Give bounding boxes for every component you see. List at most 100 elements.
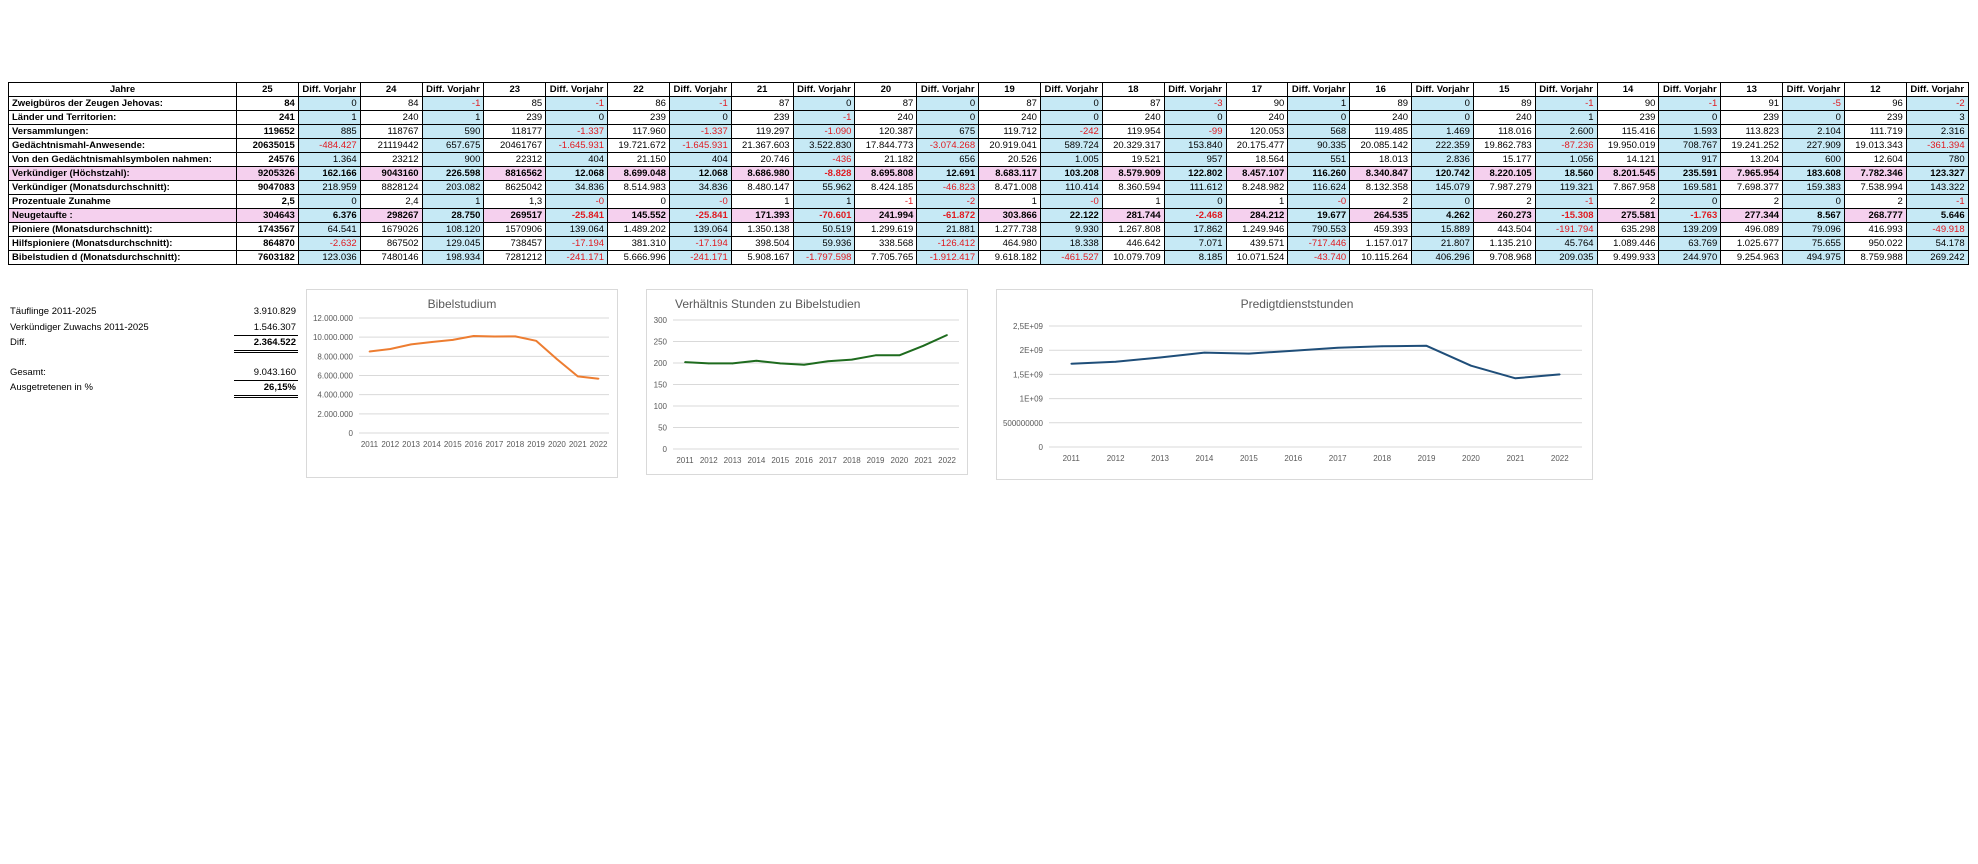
column-header[interactable]: 24 <box>359 82 423 97</box>
value-cell[interactable]: 8.480.147 <box>730 180 794 195</box>
diff-cell[interactable]: 227.909 <box>1782 138 1845 153</box>
diff-cell[interactable]: 34.836 <box>668 180 732 195</box>
value-cell[interactable]: 18.013 <box>1349 152 1413 167</box>
value-cell[interactable]: 23212 <box>359 152 423 167</box>
diff-cell[interactable]: 123.327 <box>1905 166 1969 181</box>
value-cell[interactable]: 240 <box>978 110 1041 125</box>
value-cell[interactable]: 5.666.996 <box>607 250 670 265</box>
diff-cell[interactable]: 406.296 <box>1411 250 1474 265</box>
summary-value[interactable]: 2.364.522 <box>234 336 298 353</box>
diff-cell[interactable]: 675 <box>916 124 980 139</box>
diff-cell[interactable]: -2.632 <box>297 236 361 251</box>
value-cell[interactable]: 8.248.982 <box>1225 180 1289 195</box>
diff-cell[interactable]: -1 <box>1534 96 1598 111</box>
diff-cell[interactable]: 790.553 <box>1287 222 1351 237</box>
diff-cell[interactable]: 222.359 <box>1411 138 1474 153</box>
diff-cell[interactable]: 551 <box>1287 152 1351 167</box>
diff-cell[interactable]: 1.469 <box>1411 124 1474 139</box>
summary-label[interactable]: Täuflinge 2011-2025 <box>10 306 97 317</box>
diff-cell[interactable]: 103.208 <box>1039 166 1103 181</box>
value-cell[interactable]: 21.150 <box>607 152 670 167</box>
value-cell[interactable]: 2 <box>1596 194 1660 209</box>
value-cell[interactable]: 119.485 <box>1349 124 1413 139</box>
value-cell[interactable]: 8816562 <box>483 166 547 181</box>
column-header[interactable]: 17 <box>1225 82 1289 97</box>
column-header[interactable]: 22 <box>607 82 670 97</box>
diff-cell[interactable]: 0 <box>1411 194 1474 209</box>
diff-cell[interactable]: -242 <box>1039 124 1103 139</box>
diff-cell[interactable]: 218.959 <box>297 180 361 195</box>
value-cell[interactable]: 9205326 <box>236 166 299 181</box>
diff-cell[interactable]: 139.209 <box>1658 222 1722 237</box>
value-cell[interactable]: 1 <box>1225 194 1289 209</box>
row-label[interactable]: Länder und Territorien: <box>8 110 237 125</box>
value-cell[interactable]: 459.393 <box>1349 222 1413 237</box>
value-cell[interactable]: 7.705.765 <box>854 250 918 265</box>
value-cell[interactable]: 240 <box>1349 110 1413 125</box>
diff-cell[interactable]: -15.308 <box>1534 208 1598 223</box>
diff-cell[interactable]: 1 <box>792 194 856 209</box>
value-cell[interactable]: 86 <box>607 96 670 111</box>
diff-cell[interactable]: 8.185 <box>1163 250 1227 265</box>
diff-cell[interactable]: -1.645.931 <box>668 138 732 153</box>
diff-cell[interactable]: -1 <box>1658 96 1722 111</box>
column-header[interactable]: 25 <box>236 82 299 97</box>
diff-cell[interactable]: 1.005 <box>1039 152 1103 167</box>
diff-cell[interactable]: -2.468 <box>1163 208 1227 223</box>
value-cell[interactable]: 8.759.988 <box>1843 250 1907 265</box>
diff-cell[interactable]: 0 <box>1287 110 1351 125</box>
diff-cell[interactable]: 0 <box>1782 194 1845 209</box>
value-cell[interactable]: 2 <box>1349 194 1413 209</box>
value-cell[interactable]: 7.782.346 <box>1843 166 1907 181</box>
value-cell[interactable]: 118767 <box>359 124 423 139</box>
diff-cell[interactable]: 15.889 <box>1411 222 1474 237</box>
diff-cell[interactable]: -0 <box>1039 194 1103 209</box>
diff-cell[interactable]: 9.930 <box>1039 222 1103 237</box>
value-cell[interactable]: 12.604 <box>1843 152 1907 167</box>
diff-cell[interactable]: 183.608 <box>1782 166 1845 181</box>
value-cell[interactable]: 239 <box>607 110 670 125</box>
value-cell[interactable]: 18.564 <box>1225 152 1289 167</box>
diff-cell[interactable]: 21.881 <box>916 222 980 237</box>
summary-value[interactable]: 1.546.307 <box>234 321 298 336</box>
diff-cell[interactable]: 55.962 <box>792 180 856 195</box>
summary-label[interactable]: Ausgetretenen in % <box>10 382 93 393</box>
value-cell[interactable]: 446.642 <box>1101 236 1165 251</box>
diff-cell[interactable]: 139.064 <box>668 222 732 237</box>
value-cell[interactable]: 20.919.041 <box>978 138 1041 153</box>
diff-cell[interactable]: 34.836 <box>545 180 609 195</box>
chart-bibelstudium[interactable]: Bibelstudium 0 2.000.000 4.000.000 6.000.000… <box>306 289 618 478</box>
value-cell[interactable]: 15.177 <box>1472 152 1536 167</box>
diff-cell[interactable]: 244.970 <box>1658 250 1722 265</box>
column-header[interactable]: Diff. Vorjahr <box>1905 82 1969 97</box>
value-cell[interactable]: 19.521 <box>1101 152 1165 167</box>
value-cell[interactable]: 240 <box>1101 110 1165 125</box>
value-cell[interactable]: 8.579.909 <box>1101 166 1165 181</box>
diff-cell[interactable]: -1.090 <box>792 124 856 139</box>
value-cell[interactable]: 113.823 <box>1720 124 1784 139</box>
diff-cell[interactable]: 1 <box>421 110 485 125</box>
diff-cell[interactable]: 885 <box>297 124 361 139</box>
diff-cell[interactable]: 0 <box>297 96 361 111</box>
diff-cell[interactable]: 917 <box>1658 152 1722 167</box>
value-cell[interactable]: 9.618.182 <box>978 250 1041 265</box>
value-cell[interactable]: 22312 <box>483 152 547 167</box>
diff-cell[interactable]: 3 <box>1905 110 1969 125</box>
value-cell[interactable]: 84 <box>359 96 423 111</box>
value-cell[interactable]: 8.201.545 <box>1596 166 1660 181</box>
chart-predigtdienststunden[interactable]: Predigtdienststunden 0 500000000 1E+09 1,5E+… <box>996 289 1593 480</box>
diff-cell[interactable]: -1 <box>1905 194 1969 209</box>
diff-cell[interactable]: 203.082 <box>421 180 485 195</box>
diff-cell[interactable]: 28.750 <box>421 208 485 223</box>
row-label[interactable]: Verkündiger (Monatsdurchschnitt): <box>8 180 237 195</box>
diff-cell[interactable]: -0 <box>668 194 732 209</box>
value-cell[interactable]: 21119442 <box>359 138 423 153</box>
value-cell[interactable]: 111.719 <box>1843 124 1907 139</box>
value-cell[interactable]: 1.267.808 <box>1101 222 1165 237</box>
value-cell[interactable]: 8625042 <box>483 180 547 195</box>
diff-cell[interactable]: 0 <box>1658 194 1722 209</box>
value-cell[interactable]: 464.980 <box>978 236 1041 251</box>
value-cell[interactable]: 7603182 <box>236 250 299 265</box>
column-header[interactable]: 15 <box>1472 82 1536 97</box>
value-cell[interactable]: 864870 <box>236 236 299 251</box>
